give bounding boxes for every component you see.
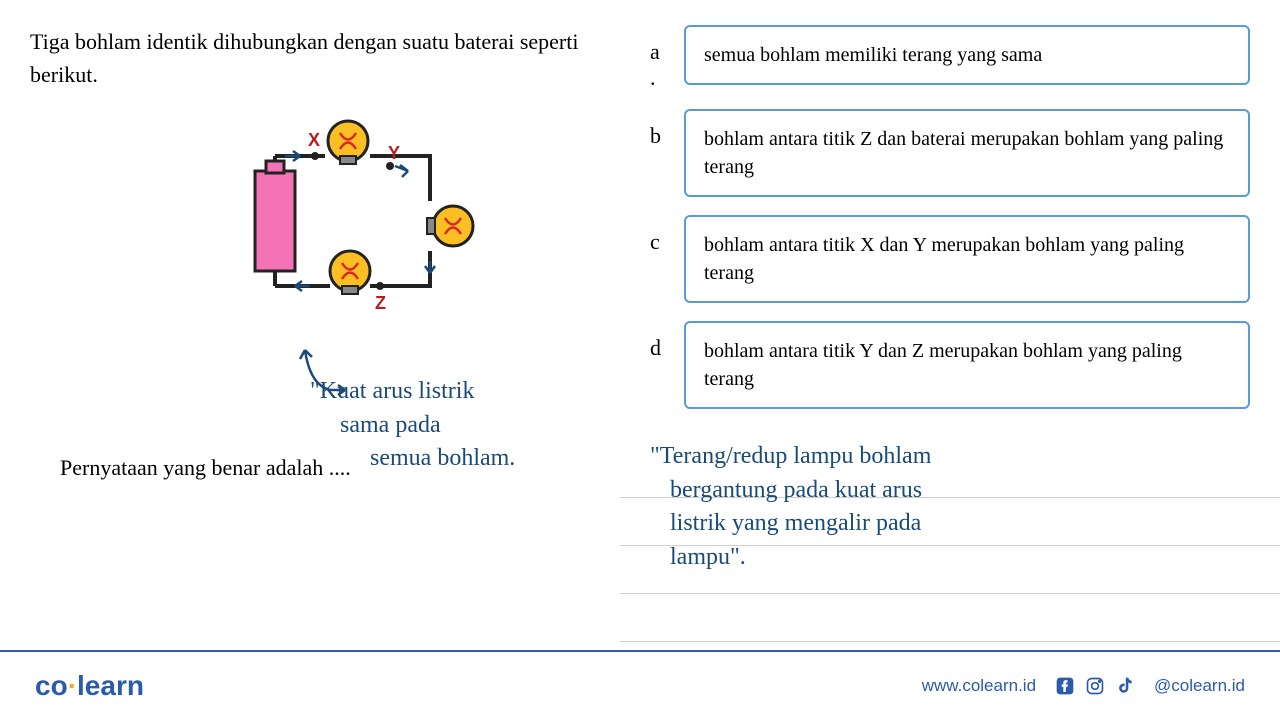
footer-handle: @colearn.id [1154, 676, 1245, 696]
svg-text:Y: Y [388, 143, 400, 163]
svg-text:Z: Z [375, 293, 386, 313]
logo-dot: · [68, 670, 77, 701]
tiktok-icon [1114, 675, 1136, 697]
svg-text:X: X [308, 130, 320, 150]
hw-right-line3: listrik yang mengalir pada [670, 507, 1210, 541]
circuit-diagram: X Y Z [230, 111, 510, 321]
footer-website: www.colearn.id [922, 676, 1036, 696]
hw-right-line2: bergantung pada kuat arus [670, 474, 1210, 508]
option-a-letter: a . [650, 25, 670, 91]
option-b-letter: b [650, 109, 670, 149]
logo-learn: learn [77, 670, 144, 701]
hw-left-line1: "Kuat arus listrik [310, 375, 690, 409]
right-column: a . semua bohlam memiliki terang yang sa… [650, 25, 1250, 640]
option-a-row: a . semua bohlam memiliki terang yang sa… [650, 25, 1250, 91]
option-b-row: b bohlam antara titik Z dan baterai meru… [650, 109, 1250, 197]
option-b-box[interactable]: bohlam antara titik Z dan baterai merupa… [684, 109, 1250, 197]
option-d-letter: d [650, 321, 670, 361]
option-a-box[interactable]: semua bohlam memiliki terang yang sama [684, 25, 1250, 85]
hw-left-line3: semua bohlam. [370, 442, 690, 476]
handwritten-note-left: "Kuat arus listrik sama pada semua bohla… [310, 375, 690, 476]
footer: co·learn www.colearn.id @colearn.id [0, 650, 1280, 720]
logo-co: co [35, 670, 68, 701]
hw-right-line4: lampu". [670, 541, 1210, 575]
question-text: Tiga bohlam identik dihubungkan dengan s… [30, 25, 630, 91]
options-list: a . semua bohlam memiliki terang yang sa… [650, 25, 1250, 409]
statement-text: Pernyataan yang benar adalah .... [60, 455, 351, 481]
content-area: Tiga bohlam identik dihubungkan dengan s… [0, 0, 1280, 640]
footer-right: www.colearn.id @colearn.id [922, 675, 1245, 697]
option-d-box[interactable]: bohlam antara titik Y dan Z merupakan bo… [684, 321, 1250, 409]
instagram-icon [1084, 675, 1106, 697]
handwritten-note-right: "Terang/redup lampu bohlam bergantung pa… [650, 440, 1210, 574]
option-c-letter: c [650, 215, 670, 255]
hw-left-line2: sama pada [340, 409, 690, 443]
left-column: Tiga bohlam identik dihubungkan dengan s… [30, 25, 650, 640]
social-icons [1054, 675, 1136, 697]
facebook-icon [1054, 675, 1076, 697]
option-d-row: d bohlam antara titik Y dan Z merupakan … [650, 321, 1250, 409]
logo: co·learn [35, 670, 144, 702]
hw-right-line1: "Terang/redup lampu bohlam [650, 440, 1210, 474]
option-c-row: c bohlam antara titik X dan Y merupakan … [650, 215, 1250, 303]
option-c-box[interactable]: bohlam antara titik X dan Y merupakan bo… [684, 215, 1250, 303]
